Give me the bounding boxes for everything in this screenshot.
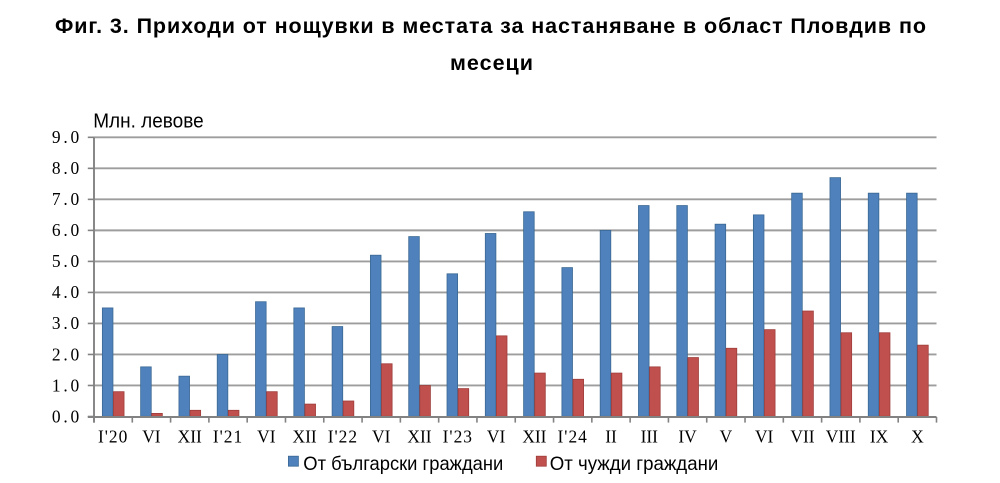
svg-text:VII: VII: [790, 427, 814, 447]
svg-text:XII: XII: [178, 427, 202, 447]
svg-text:I'21: I'21: [213, 427, 243, 447]
svg-text:XII: XII: [293, 427, 317, 447]
svg-text:Млн. левове: Млн. левове: [93, 110, 204, 132]
svg-text:От български граждани: От български граждани: [303, 453, 503, 475]
svg-text:4.0: 4.0: [52, 282, 82, 302]
svg-text:VI: VI: [755, 427, 774, 447]
svg-text:2.0: 2.0: [52, 344, 82, 364]
svg-text:XII: XII: [407, 427, 431, 447]
svg-text:I'24: I'24: [558, 427, 588, 447]
svg-text:IV: IV: [678, 427, 697, 447]
svg-text:От чужди граждани: От чужди граждани: [550, 453, 719, 475]
svg-text:6.0: 6.0: [52, 220, 82, 240]
svg-text:VIII: VIII: [826, 427, 856, 447]
svg-text:5.0: 5.0: [52, 251, 82, 271]
svg-text:0.0: 0.0: [52, 406, 82, 426]
svg-text:VI: VI: [487, 427, 506, 447]
svg-text:VI: VI: [142, 427, 161, 447]
svg-text:8.0: 8.0: [52, 158, 82, 178]
svg-text:месеци: месеци: [450, 51, 533, 75]
svg-text:1.0: 1.0: [52, 375, 82, 395]
svg-text:XII: XII: [522, 427, 546, 447]
svg-text:X: X: [911, 427, 924, 447]
svg-text:IX: IX: [870, 427, 889, 447]
svg-text:Фиг. 3. Приходи от нощувки в м: Фиг. 3. Приходи от нощувки в местата за …: [55, 14, 926, 38]
svg-text:9.0: 9.0: [52, 127, 82, 147]
svg-text:3.0: 3.0: [52, 313, 82, 333]
svg-text:VI: VI: [372, 427, 391, 447]
svg-text:I'20: I'20: [98, 427, 128, 447]
svg-text:VI: VI: [257, 427, 276, 447]
svg-text:V: V: [720, 427, 733, 447]
svg-text:I'23: I'23: [443, 427, 473, 447]
svg-text:I'22: I'22: [328, 427, 358, 447]
svg-text:7.0: 7.0: [52, 189, 82, 209]
svg-text:III: III: [641, 427, 659, 447]
svg-text:II: II: [605, 427, 617, 447]
